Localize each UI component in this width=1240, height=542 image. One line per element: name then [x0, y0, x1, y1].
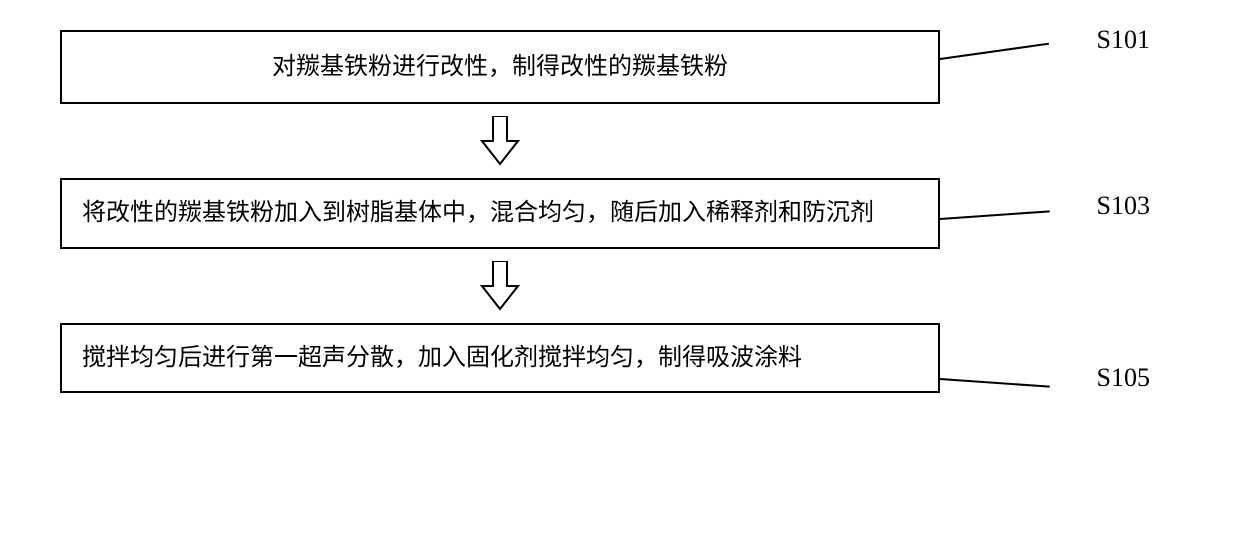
step-box-1: 对羰基铁粉进行改性，制得改性的羰基铁粉 — [60, 30, 940, 104]
step-text-3: 搅拌均匀后进行第一超声分散，加入固化剂搅拌均匀，制得吸波涂料 — [82, 345, 802, 371]
step-box-3: 搅拌均匀后进行第一超声分散，加入固化剂搅拌均匀，制得吸波涂料 — [60, 323, 940, 393]
arrow-container-1 — [60, 104, 940, 178]
flowchart-container: 对羰基铁粉进行改性，制得改性的羰基铁粉 S101 将改性的羰基铁粉加入到树脂基体… — [60, 30, 960, 393]
step-label-1: S101 — [1097, 25, 1150, 55]
step-label-3: S105 — [1097, 363, 1150, 393]
step-text-1: 对羰基铁粉进行改性，制得改性的羰基铁粉 — [272, 54, 728, 80]
arrow-container-2 — [60, 249, 940, 323]
step-wrapper-2: 将改性的羰基铁粉加入到树脂基体中，混合均匀，随后加入稀释剂和防沉剂 S103 — [60, 178, 960, 248]
step-label-2: S103 — [1097, 191, 1150, 221]
connector-3 — [940, 378, 1050, 388]
connector-1 — [940, 43, 1049, 60]
step-wrapper-3: 搅拌均匀后进行第一超声分散，加入固化剂搅拌均匀，制得吸波涂料 S105 — [60, 323, 960, 393]
connector-2 — [940, 211, 1050, 221]
step-text-2: 将改性的羰基铁粉加入到树脂基体中，混合均匀，随后加入稀释剂和防沉剂 — [82, 200, 874, 226]
down-arrow-icon — [480, 261, 520, 311]
step-wrapper-1: 对羰基铁粉进行改性，制得改性的羰基铁粉 S101 — [60, 30, 960, 104]
down-arrow-icon — [480, 116, 520, 166]
step-box-2: 将改性的羰基铁粉加入到树脂基体中，混合均匀，随后加入稀释剂和防沉剂 — [60, 178, 940, 248]
